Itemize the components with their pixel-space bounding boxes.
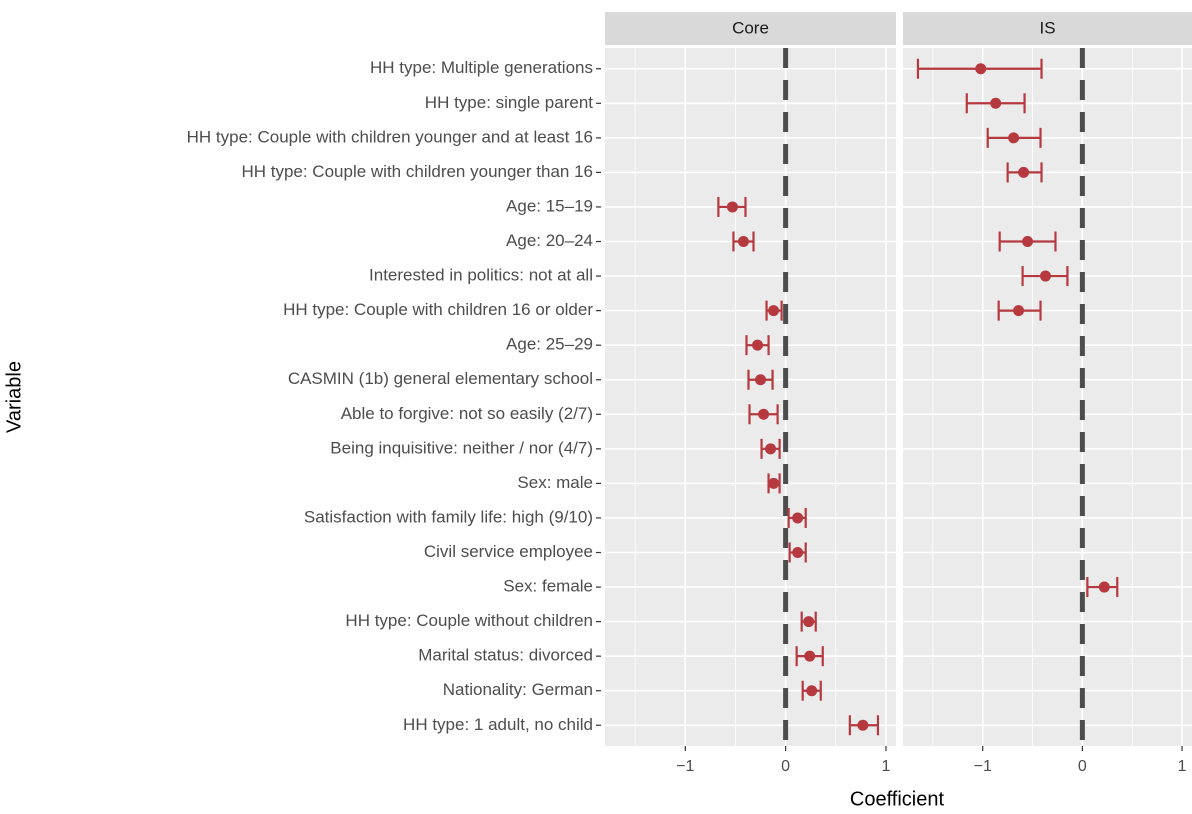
y-tick-label: Marital status: divorced	[418, 646, 593, 665]
point	[1013, 305, 1025, 317]
y-tick-label: Sex: female	[503, 577, 593, 596]
point	[804, 650, 816, 662]
y-tick-label: Age: 15–19	[506, 196, 593, 215]
point	[768, 305, 780, 317]
y-tick-label: Able to forgive: not so easily (2/7)	[341, 404, 593, 423]
y-tick-label: HH type: 1 adult, no child	[403, 715, 593, 734]
point	[765, 443, 777, 455]
y-tick-label: Age: 20–24	[506, 231, 593, 250]
point	[737, 236, 749, 248]
x-axis-title: Coefficient	[850, 788, 945, 810]
point	[1022, 236, 1034, 248]
y-tick-label: Age: 25–29	[506, 335, 593, 354]
y-tick-label: Satisfaction with family life: high (9/1…	[304, 507, 593, 526]
point	[1018, 166, 1030, 178]
point	[726, 201, 738, 213]
point	[755, 374, 767, 386]
y-tick-label: HH type: single parent	[425, 93, 593, 112]
x-tick-label: −1	[974, 758, 992, 775]
y-tick-label: Being inquisitive: neither / nor (4/7)	[330, 438, 593, 457]
y-tick-label: Nationality: German	[443, 680, 593, 699]
point	[768, 477, 780, 489]
y-tick-label: HH type: Couple with children younger th…	[241, 162, 593, 181]
y-tick-label: HH type: Couple with children 16 or olde…	[283, 300, 593, 319]
point	[792, 512, 804, 524]
facet-title: Core	[732, 18, 769, 37]
point	[990, 97, 1002, 109]
point	[792, 546, 804, 558]
y-tick-label: HH type: Multiple generations	[370, 58, 593, 77]
y-tick-label: CASMIN (1b) general elementary school	[288, 369, 593, 388]
point	[1008, 132, 1020, 144]
point	[803, 616, 815, 628]
y-tick-label: HH type: Couple without children	[345, 611, 593, 630]
y-axis-title: Variable	[3, 361, 25, 433]
point	[806, 685, 818, 697]
x-tick-label: 1	[1178, 758, 1187, 775]
panel	[605, 48, 896, 746]
point	[1040, 270, 1052, 282]
point	[857, 719, 869, 731]
strip	[903, 12, 1192, 45]
point	[975, 63, 987, 75]
y-tick-label: Sex: male	[517, 473, 593, 492]
x-tick-label: −1	[676, 758, 694, 775]
facet-title: IS	[1039, 18, 1055, 37]
y-tick-label: Civil service employee	[424, 542, 593, 561]
x-tick-label: 0	[781, 758, 790, 775]
x-tick-label: 0	[1078, 758, 1087, 775]
point	[758, 408, 770, 420]
y-tick-label: HH type: Couple with children younger an…	[187, 127, 593, 146]
y-tick-label: Interested in politics: not at all	[369, 266, 593, 285]
strip	[605, 12, 896, 45]
x-tick-label: 1	[882, 758, 891, 775]
panel	[903, 48, 1192, 746]
point	[1098, 581, 1110, 593]
point	[752, 339, 764, 351]
